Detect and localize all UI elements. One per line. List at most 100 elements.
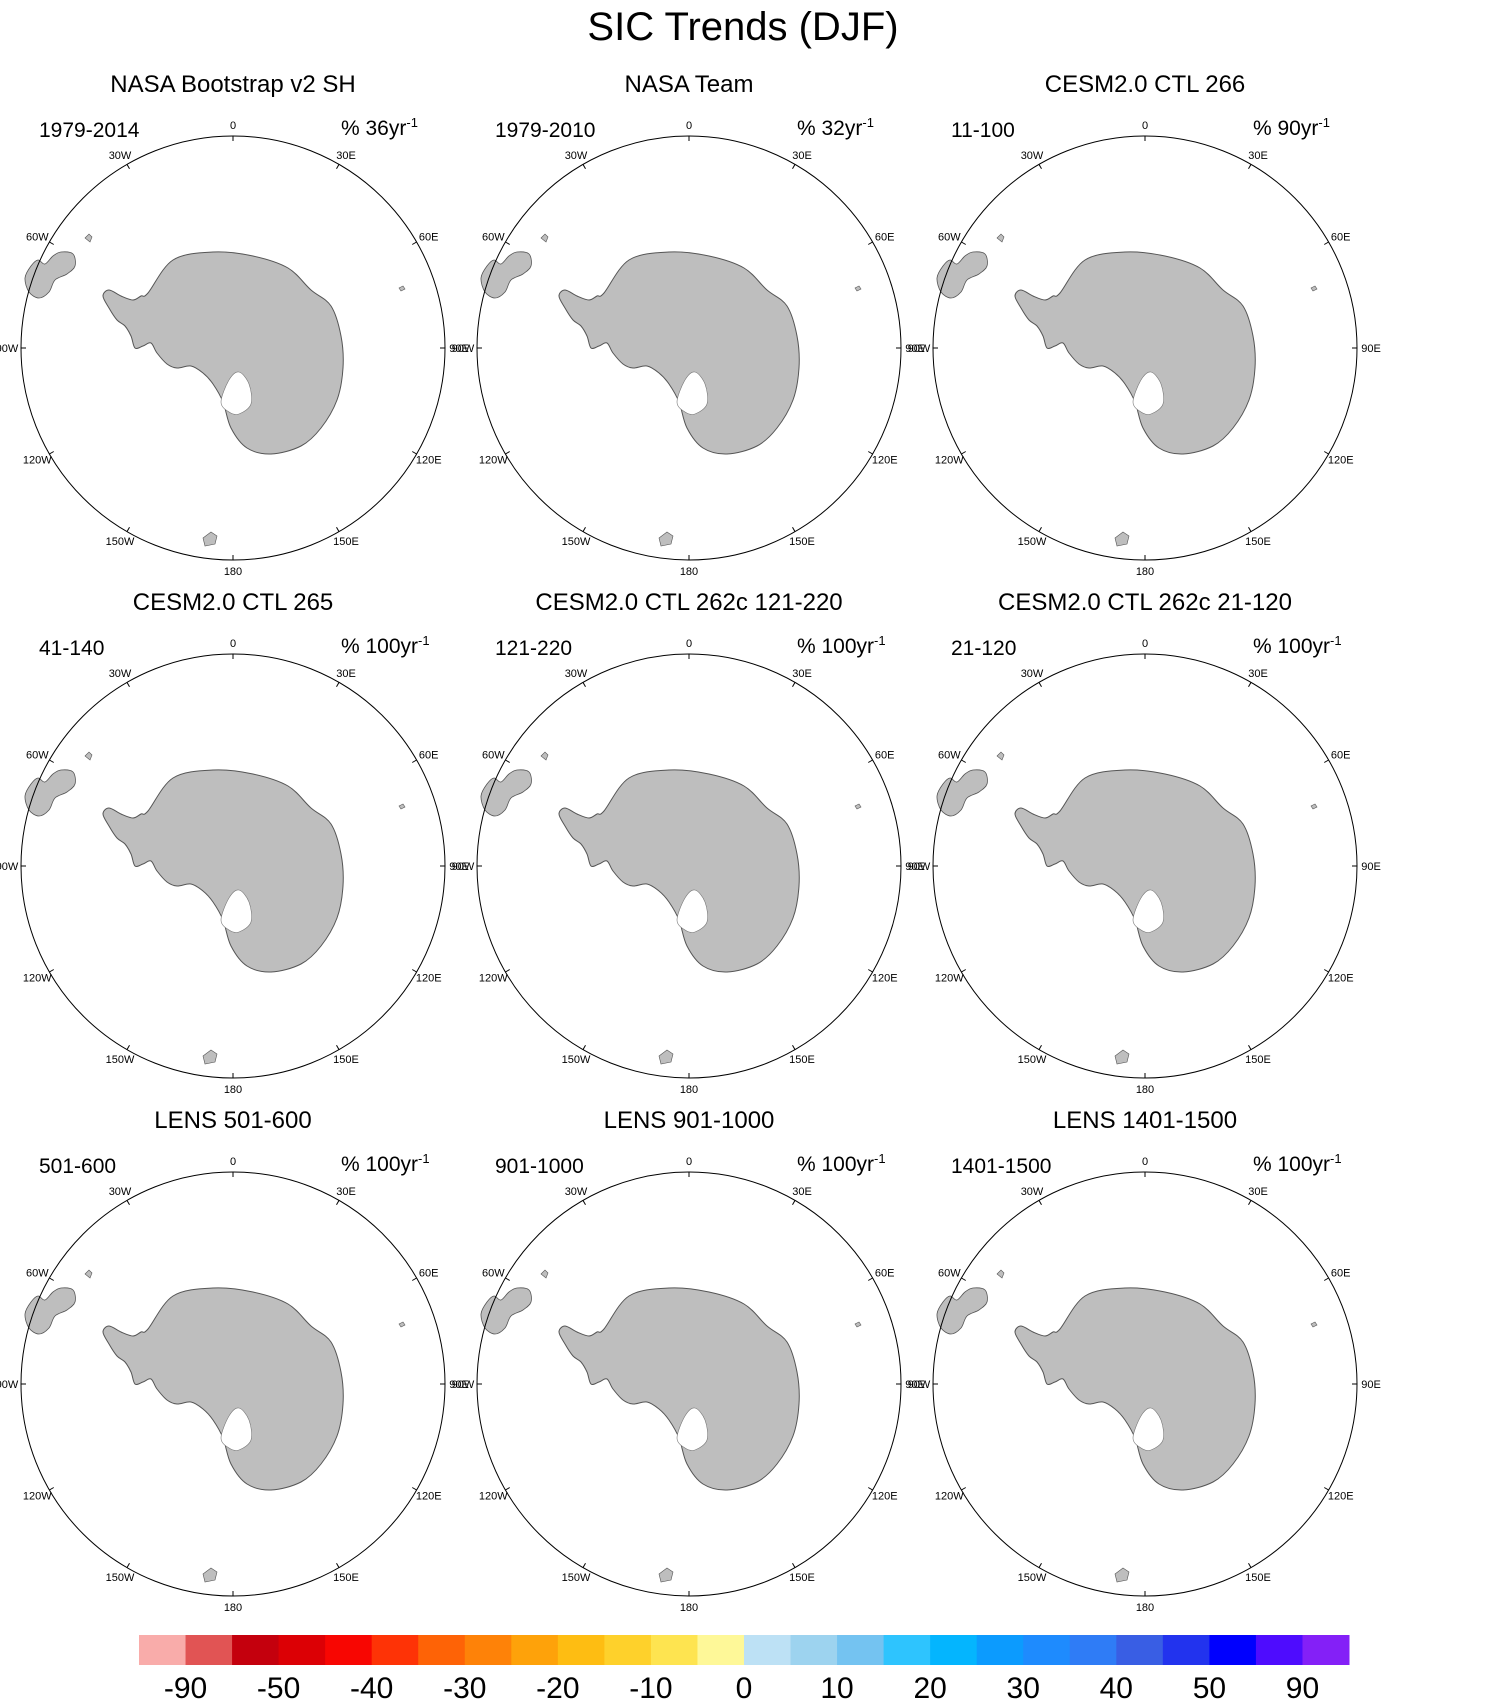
- south-america: [24, 251, 76, 299]
- colorbar-swatch: [1302, 1635, 1350, 1665]
- longitude-label: 30E: [792, 150, 812, 162]
- longitude-label: 30W: [109, 1186, 132, 1198]
- longitude-label: 30W: [565, 150, 588, 162]
- map-panel: 0 30E 60E 90E 120E 150E 180 150W 120W 90W 60W 30W CE…: [908, 71, 1381, 578]
- longitude-label: 120W: [479, 1491, 508, 1503]
- longitude-label: 30E: [336, 668, 356, 680]
- trend-region: [715, 228, 777, 248]
- longitude-tick: [1248, 682, 1252, 687]
- longitude-tick: [126, 1045, 130, 1050]
- land-mask: [480, 233, 862, 547]
- longitude-label: 0: [1142, 120, 1148, 132]
- colorbar-swatch: [744, 1635, 792, 1665]
- longitude-tick: [1324, 451, 1329, 455]
- island: [398, 1321, 406, 1328]
- longitude-label: 30W: [109, 668, 132, 680]
- island: [854, 803, 862, 810]
- longitude-label: 30E: [1248, 668, 1268, 680]
- longitude-label: 150W: [562, 1572, 591, 1584]
- new-zealand: [1114, 1567, 1130, 1583]
- island: [854, 1321, 862, 1328]
- longitude-label: 90W: [0, 343, 19, 355]
- longitude-tick: [961, 759, 966, 763]
- colorbar-swatch: [185, 1635, 233, 1665]
- panel-period: 1401-1500: [951, 1155, 1051, 1178]
- panel-rate: % 100yr-1: [1253, 633, 1342, 658]
- longitude-label: 60E: [1331, 1268, 1351, 1280]
- longitude-label: 0: [686, 120, 692, 132]
- longitude-tick: [961, 969, 966, 973]
- longitude-label: 0: [230, 638, 236, 650]
- longitude-label: 60W: [482, 1268, 505, 1280]
- longitude-label: 30E: [1248, 1186, 1268, 1198]
- longitude-label: 60E: [419, 750, 439, 762]
- colorbar-swatch: [418, 1635, 466, 1665]
- colorbar-swatch: [557, 1635, 605, 1665]
- south-america: [24, 1287, 76, 1335]
- longitude-tick: [1038, 1200, 1042, 1205]
- trend-region: [1097, 455, 1258, 506]
- longitude-tick: [868, 451, 873, 455]
- colorbar-label: -10: [629, 1672, 672, 1705]
- colorbar-swatch: [604, 1635, 652, 1665]
- map-panel: 0 30E 60E 90E 120E 150E 180 150W 120W 90W 60W 30W CE…: [452, 589, 925, 1096]
- longitude-tick: [582, 682, 586, 687]
- ice-shelf: [1132, 889, 1164, 933]
- longitude-label: 30E: [792, 668, 812, 680]
- longitude-label: 150E: [789, 1572, 815, 1584]
- longitude-label: 120E: [416, 973, 442, 985]
- island: [854, 285, 862, 292]
- longitude-label: 120W: [23, 455, 52, 467]
- longitude-label: 60W: [26, 750, 49, 762]
- colorbar-label: -50: [257, 1672, 300, 1705]
- longitude-tick: [1324, 1487, 1329, 1491]
- longitude-label: 60E: [875, 1268, 895, 1280]
- colorbar-swatch: [976, 1635, 1024, 1665]
- map-panel: 0 30E 60E 90E 120E 150E 180 150W 120W 90W 60W 30W LE…: [0, 1107, 469, 1614]
- longitude-tick: [336, 527, 340, 532]
- longitude-label: 60E: [1331, 750, 1351, 762]
- longitude-tick: [868, 759, 873, 763]
- longitude-label: 150W: [562, 1054, 591, 1066]
- panel-title: LENS 1401-1500: [1053, 1107, 1237, 1134]
- longitude-label: 120W: [935, 1491, 964, 1503]
- longitude-label: 150W: [106, 536, 135, 548]
- longitude-tick: [49, 759, 54, 763]
- south-america: [480, 769, 532, 817]
- longitude-label: 90E: [1361, 1379, 1381, 1391]
- longitude-tick: [582, 1200, 586, 1205]
- longitude-label: 120E: [1328, 973, 1354, 985]
- longitude-label: 90E: [1361, 861, 1381, 873]
- rate-exponent: -1: [406, 115, 418, 130]
- figure-title: SIC Trends (DJF): [587, 5, 898, 49]
- longitude-label: 150W: [1018, 1572, 1047, 1584]
- longitude-label: 150E: [1245, 1054, 1271, 1066]
- panel-period: 901-1000: [495, 1155, 584, 1178]
- colorbar-label: -90: [164, 1672, 207, 1705]
- panel-period: 1979-2010: [495, 119, 595, 142]
- longitude-label: 0: [1142, 1156, 1148, 1168]
- longitude-tick: [1324, 1277, 1329, 1281]
- longitude-tick: [961, 451, 966, 455]
- colorbar-swatch: [464, 1635, 512, 1665]
- longitude-label: 90W: [0, 861, 19, 873]
- panel-rate: % 32yr-1: [797, 115, 874, 140]
- trend-region: [680, 978, 780, 1019]
- longitude-label: 60E: [419, 1268, 439, 1280]
- colorbar-swatch: [1116, 1635, 1164, 1665]
- colorbar-swatch: [837, 1635, 885, 1665]
- colorbar-swatch: [1255, 1635, 1303, 1665]
- longitude-label: 150W: [562, 536, 591, 548]
- longitude-label: 30W: [1021, 150, 1044, 162]
- longitude-label: 90W: [0, 1379, 19, 1391]
- longitude-label: 150E: [333, 1054, 359, 1066]
- longitude-label: 60E: [419, 232, 439, 244]
- rate-exponent: -1: [418, 1151, 430, 1166]
- longitude-tick: [1038, 682, 1042, 687]
- new-zealand: [202, 1049, 218, 1065]
- longitude-tick: [868, 1277, 873, 1281]
- antarctica: [102, 769, 344, 973]
- island: [398, 803, 406, 810]
- rate-exponent: -1: [862, 115, 874, 130]
- longitude-tick: [126, 682, 130, 687]
